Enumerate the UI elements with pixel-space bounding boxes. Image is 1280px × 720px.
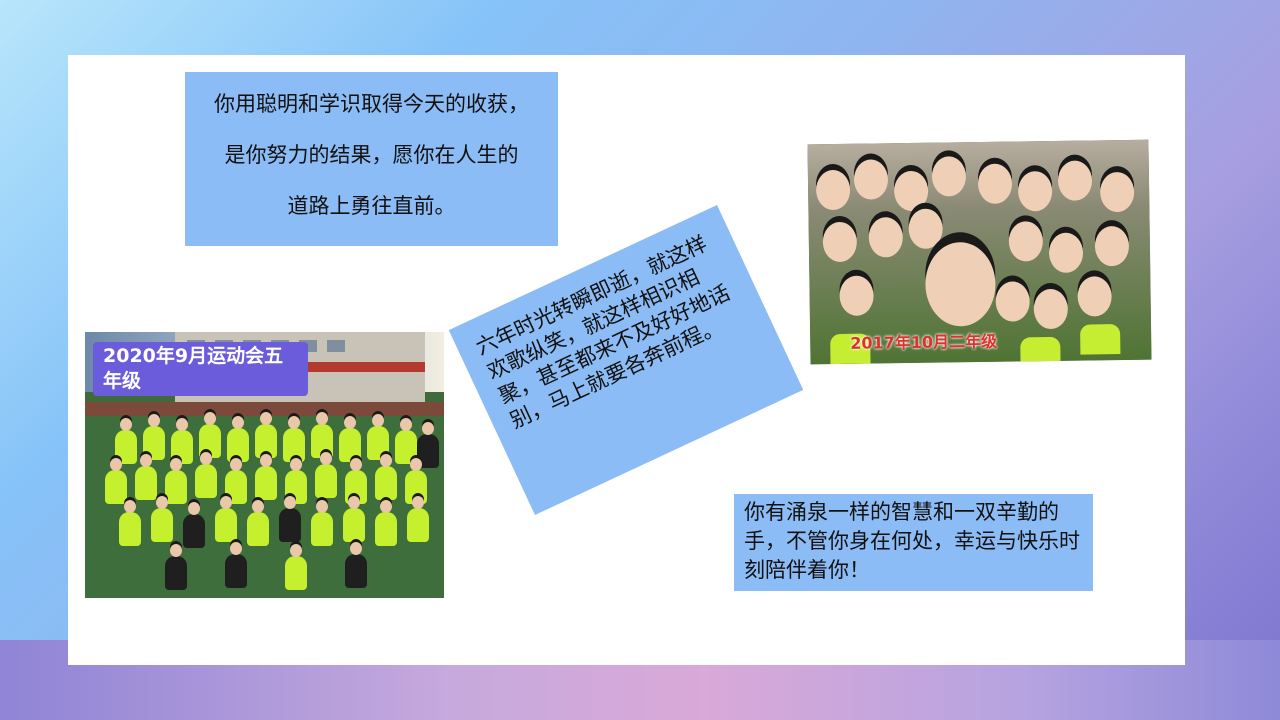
quote-bottom-text: 你有涌泉一样的智慧和一双辛勤的手，不管你身在何处，幸运与快乐时刻陪伴着你！ xyxy=(744,500,1080,582)
class-photo-2017[interactable]: 2017年10月二年级 xyxy=(807,139,1152,365)
photo-caption-2017: 2017年10月二年级 xyxy=(850,331,998,353)
quote-textbox-top[interactable]: 你用聪明和学识取得今天的收获， 是你努力的结果，愿你在人生的 道路上勇往直前。 xyxy=(185,72,558,246)
student-crowd xyxy=(105,412,440,598)
quote-textbox-bottom[interactable]: 你有涌泉一样的智慧和一双辛勤的手，不管你身在何处，幸运与快乐时刻陪伴着你！ xyxy=(734,494,1093,591)
quote-line-1: 你用聪明和学识取得今天的收获， xyxy=(214,92,529,116)
quote-line-2: 是你努力的结果，愿你在人生的 xyxy=(224,143,519,167)
photo-caption-2020: 2020年9月运动会五年级 xyxy=(93,342,308,396)
class-photo-2020[interactable]: 2020年9月运动会五年级 xyxy=(85,332,444,598)
quote-line-3: 道路上勇往直前。 xyxy=(287,194,456,218)
